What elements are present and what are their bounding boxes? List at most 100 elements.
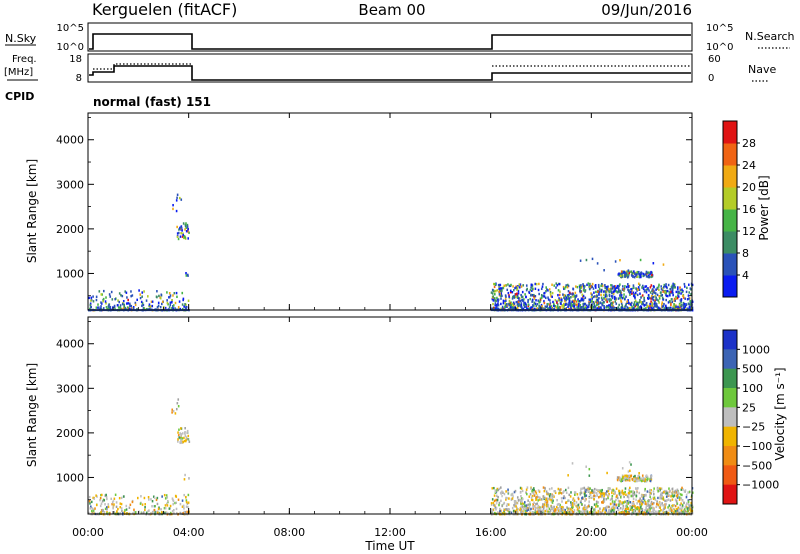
range-cell	[519, 491, 522, 494]
range-cell	[506, 302, 508, 306]
range-cell	[667, 494, 670, 497]
range-cell	[648, 499, 650, 502]
range-cell	[630, 290, 632, 294]
nsky-tick-top: 10^5	[57, 23, 84, 34]
range-cell	[652, 306, 655, 309]
range-cell	[509, 289, 512, 292]
range-cell	[663, 505, 666, 508]
range-cell	[671, 290, 674, 294]
range-cell	[155, 510, 158, 514]
range-cell	[664, 290, 666, 294]
range-cell	[496, 298, 499, 301]
range-cell	[625, 285, 628, 289]
range-cell	[578, 299, 581, 303]
range-cell	[185, 274, 188, 277]
range-cell	[601, 298, 603, 301]
range-cell	[185, 226, 188, 229]
range-cell	[516, 306, 519, 309]
range-cell	[624, 478, 627, 481]
range-cell	[621, 501, 623, 504]
range-cell	[556, 284, 559, 287]
range-cell	[123, 305, 126, 308]
range-cell	[662, 290, 664, 293]
range-cell	[578, 284, 581, 287]
range-cell	[557, 502, 560, 506]
range-cell	[93, 497, 96, 500]
range-cell	[606, 288, 608, 291]
range-cell	[602, 300, 605, 304]
range-cell	[186, 429, 189, 433]
range-cell	[169, 511, 172, 515]
range-cell	[495, 489, 498, 492]
range-cell	[518, 283, 521, 286]
range-cell	[634, 474, 636, 478]
range-cell	[537, 496, 540, 499]
range-cell	[622, 506, 625, 510]
range-cell	[628, 476, 631, 479]
range-cell	[591, 303, 593, 306]
range-cell	[182, 504, 185, 508]
range-cell	[540, 307, 543, 311]
range-cell	[659, 495, 662, 498]
range-cell	[182, 233, 185, 237]
range-cell	[631, 477, 634, 481]
range-cell	[119, 304, 122, 307]
range-cell	[625, 505, 627, 508]
range-cell	[631, 292, 633, 295]
range-cell	[670, 492, 673, 495]
range-cell	[519, 486, 522, 490]
range-cell	[626, 495, 629, 498]
range-cell	[114, 297, 116, 301]
range-cell	[609, 303, 612, 307]
range-cell	[655, 305, 657, 308]
range-cell	[501, 490, 503, 493]
range-cell	[558, 282, 561, 286]
range-cell	[572, 288, 575, 291]
range-cell	[662, 511, 665, 514]
range-cell	[123, 303, 126, 306]
range-cell	[618, 272, 620, 275]
range-cell	[160, 511, 163, 514]
range-cell	[538, 511, 541, 514]
range-cell	[566, 283, 569, 287]
range-cell	[583, 285, 586, 288]
range-cell	[651, 294, 653, 298]
freq-label: Freq.	[12, 54, 37, 65]
range-cell	[651, 304, 653, 307]
range-cell	[186, 225, 189, 228]
range-cell	[621, 511, 624, 514]
range-cell	[616, 506, 619, 510]
colorbar-tick-label: 24	[742, 159, 756, 172]
range-cell	[512, 305, 514, 309]
range-cell	[658, 489, 661, 493]
range-cell	[673, 511, 675, 514]
range-cell	[582, 294, 585, 298]
range-cell	[134, 511, 137, 514]
range-cell	[656, 293, 659, 297]
range-cell	[678, 291, 681, 295]
range-cell	[604, 492, 607, 495]
range-cell	[690, 510, 692, 513]
range-cell	[688, 283, 690, 286]
range-cell	[627, 299, 629, 302]
range-cell	[607, 509, 610, 512]
nave-label: Nave	[748, 63, 776, 76]
range-cell	[617, 290, 620, 293]
range-cell	[622, 505, 625, 508]
range-cell	[622, 285, 624, 288]
range-cell	[658, 510, 661, 513]
range-cell	[573, 501, 575, 504]
range-cell	[681, 290, 684, 294]
range-cell	[117, 299, 119, 302]
range-cell	[643, 493, 646, 497]
range-cell	[600, 512, 603, 515]
velocity-scatter	[88, 398, 694, 516]
range-cell	[618, 274, 621, 277]
power-panel	[87, 112, 693, 311]
range-cell	[533, 501, 535, 504]
range-cell	[100, 305, 102, 308]
range-cell	[624, 507, 627, 511]
range-cell	[178, 196, 181, 200]
range-cell	[624, 500, 627, 504]
